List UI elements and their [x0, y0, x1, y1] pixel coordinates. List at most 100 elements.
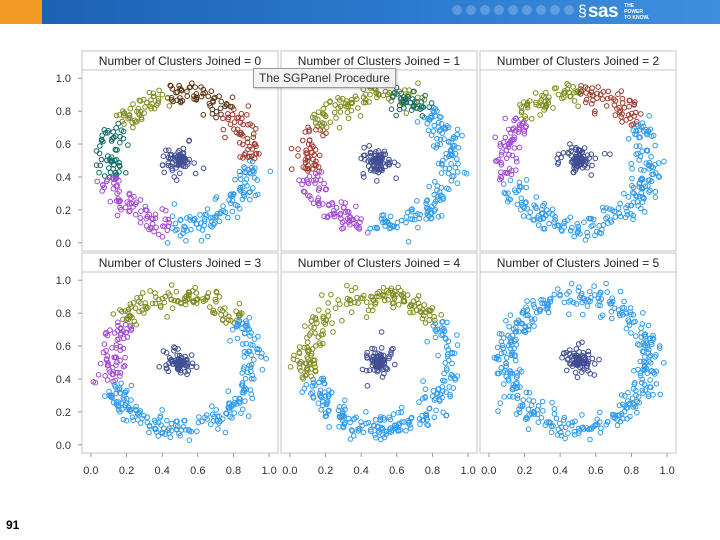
data-point	[299, 374, 306, 381]
data-point	[592, 155, 599, 162]
data-point	[436, 128, 443, 134]
data-point	[316, 152, 323, 159]
data-point	[101, 393, 108, 400]
data-point	[353, 222, 360, 228]
data-point	[391, 300, 397, 306]
data-point	[514, 372, 521, 379]
panel-points	[93, 80, 274, 246]
data-point	[366, 99, 372, 105]
data-point	[584, 303, 591, 309]
data-point	[379, 374, 386, 380]
data-point	[623, 325, 630, 332]
data-point	[255, 333, 261, 340]
data-point	[114, 386, 120, 393]
data-point	[374, 424, 381, 430]
data-point	[524, 307, 531, 313]
data-point	[430, 108, 436, 114]
data-point	[543, 212, 549, 219]
data-point	[393, 175, 399, 181]
data-point	[506, 377, 512, 384]
data-point	[438, 325, 445, 331]
data-point	[648, 339, 654, 346]
data-point	[528, 316, 535, 322]
data-point	[580, 311, 586, 318]
data-point	[410, 298, 417, 304]
data-point	[320, 377, 326, 384]
cluster-purple-points	[94, 174, 172, 240]
data-point	[448, 139, 454, 146]
data-point	[650, 171, 657, 177]
data-point	[589, 162, 595, 169]
data-point	[521, 205, 527, 211]
data-point	[648, 153, 654, 160]
data-point	[632, 333, 639, 339]
data-point	[424, 120, 431, 127]
data-point	[498, 338, 505, 345]
data-point	[437, 391, 444, 398]
data-point	[343, 103, 350, 110]
data-point	[205, 93, 211, 100]
data-point	[617, 312, 623, 319]
data-point	[497, 143, 504, 149]
data-point	[615, 307, 622, 313]
data-point	[103, 347, 109, 354]
data-point	[415, 293, 422, 299]
data-point	[173, 165, 179, 171]
data-point	[327, 119, 334, 125]
data-point	[459, 132, 465, 139]
cluster-purple-points	[90, 319, 135, 386]
data-point	[531, 304, 538, 310]
data-point	[433, 407, 439, 414]
data-point	[123, 329, 130, 336]
data-point	[617, 418, 624, 425]
data-point	[639, 194, 646, 200]
data-point	[579, 425, 585, 431]
data-point	[630, 216, 636, 222]
data-point	[361, 292, 367, 299]
data-point	[644, 148, 651, 154]
data-point	[527, 98, 533, 104]
data-point	[520, 397, 527, 403]
data-point	[444, 367, 450, 373]
data-point	[147, 225, 154, 231]
data-point	[128, 326, 135, 332]
data-point	[342, 397, 348, 404]
data-point	[549, 399, 555, 406]
data-point	[178, 427, 185, 433]
data-point	[218, 111, 224, 118]
data-point	[123, 400, 130, 407]
data-point	[300, 164, 307, 170]
data-point	[199, 418, 205, 425]
data-point	[434, 183, 441, 189]
data-point	[113, 369, 119, 376]
data-point	[144, 414, 150, 421]
data-point	[313, 158, 319, 165]
data-point	[354, 224, 360, 230]
data-point	[122, 322, 129, 328]
data-point	[106, 388, 112, 395]
data-point	[589, 85, 596, 91]
data-point	[521, 131, 528, 137]
data-point	[236, 399, 242, 405]
data-point	[225, 388, 232, 395]
data-point	[513, 342, 520, 348]
panel-points	[491, 280, 667, 443]
data-point	[376, 160, 383, 167]
data-point	[645, 322, 652, 329]
data-point	[624, 208, 630, 215]
data-point	[164, 365, 170, 372]
data-point	[514, 379, 520, 386]
data-point	[132, 211, 139, 218]
data-point	[647, 377, 653, 383]
data-point	[636, 342, 643, 348]
data-point	[304, 354, 311, 360]
data-point	[633, 192, 639, 199]
data-point	[303, 381, 310, 388]
data-point	[120, 128, 127, 135]
data-point	[353, 414, 359, 421]
data-point	[437, 192, 444, 199]
data-point	[239, 196, 246, 203]
data-point	[661, 158, 667, 165]
data-point	[498, 365, 505, 371]
data-point	[597, 429, 604, 436]
